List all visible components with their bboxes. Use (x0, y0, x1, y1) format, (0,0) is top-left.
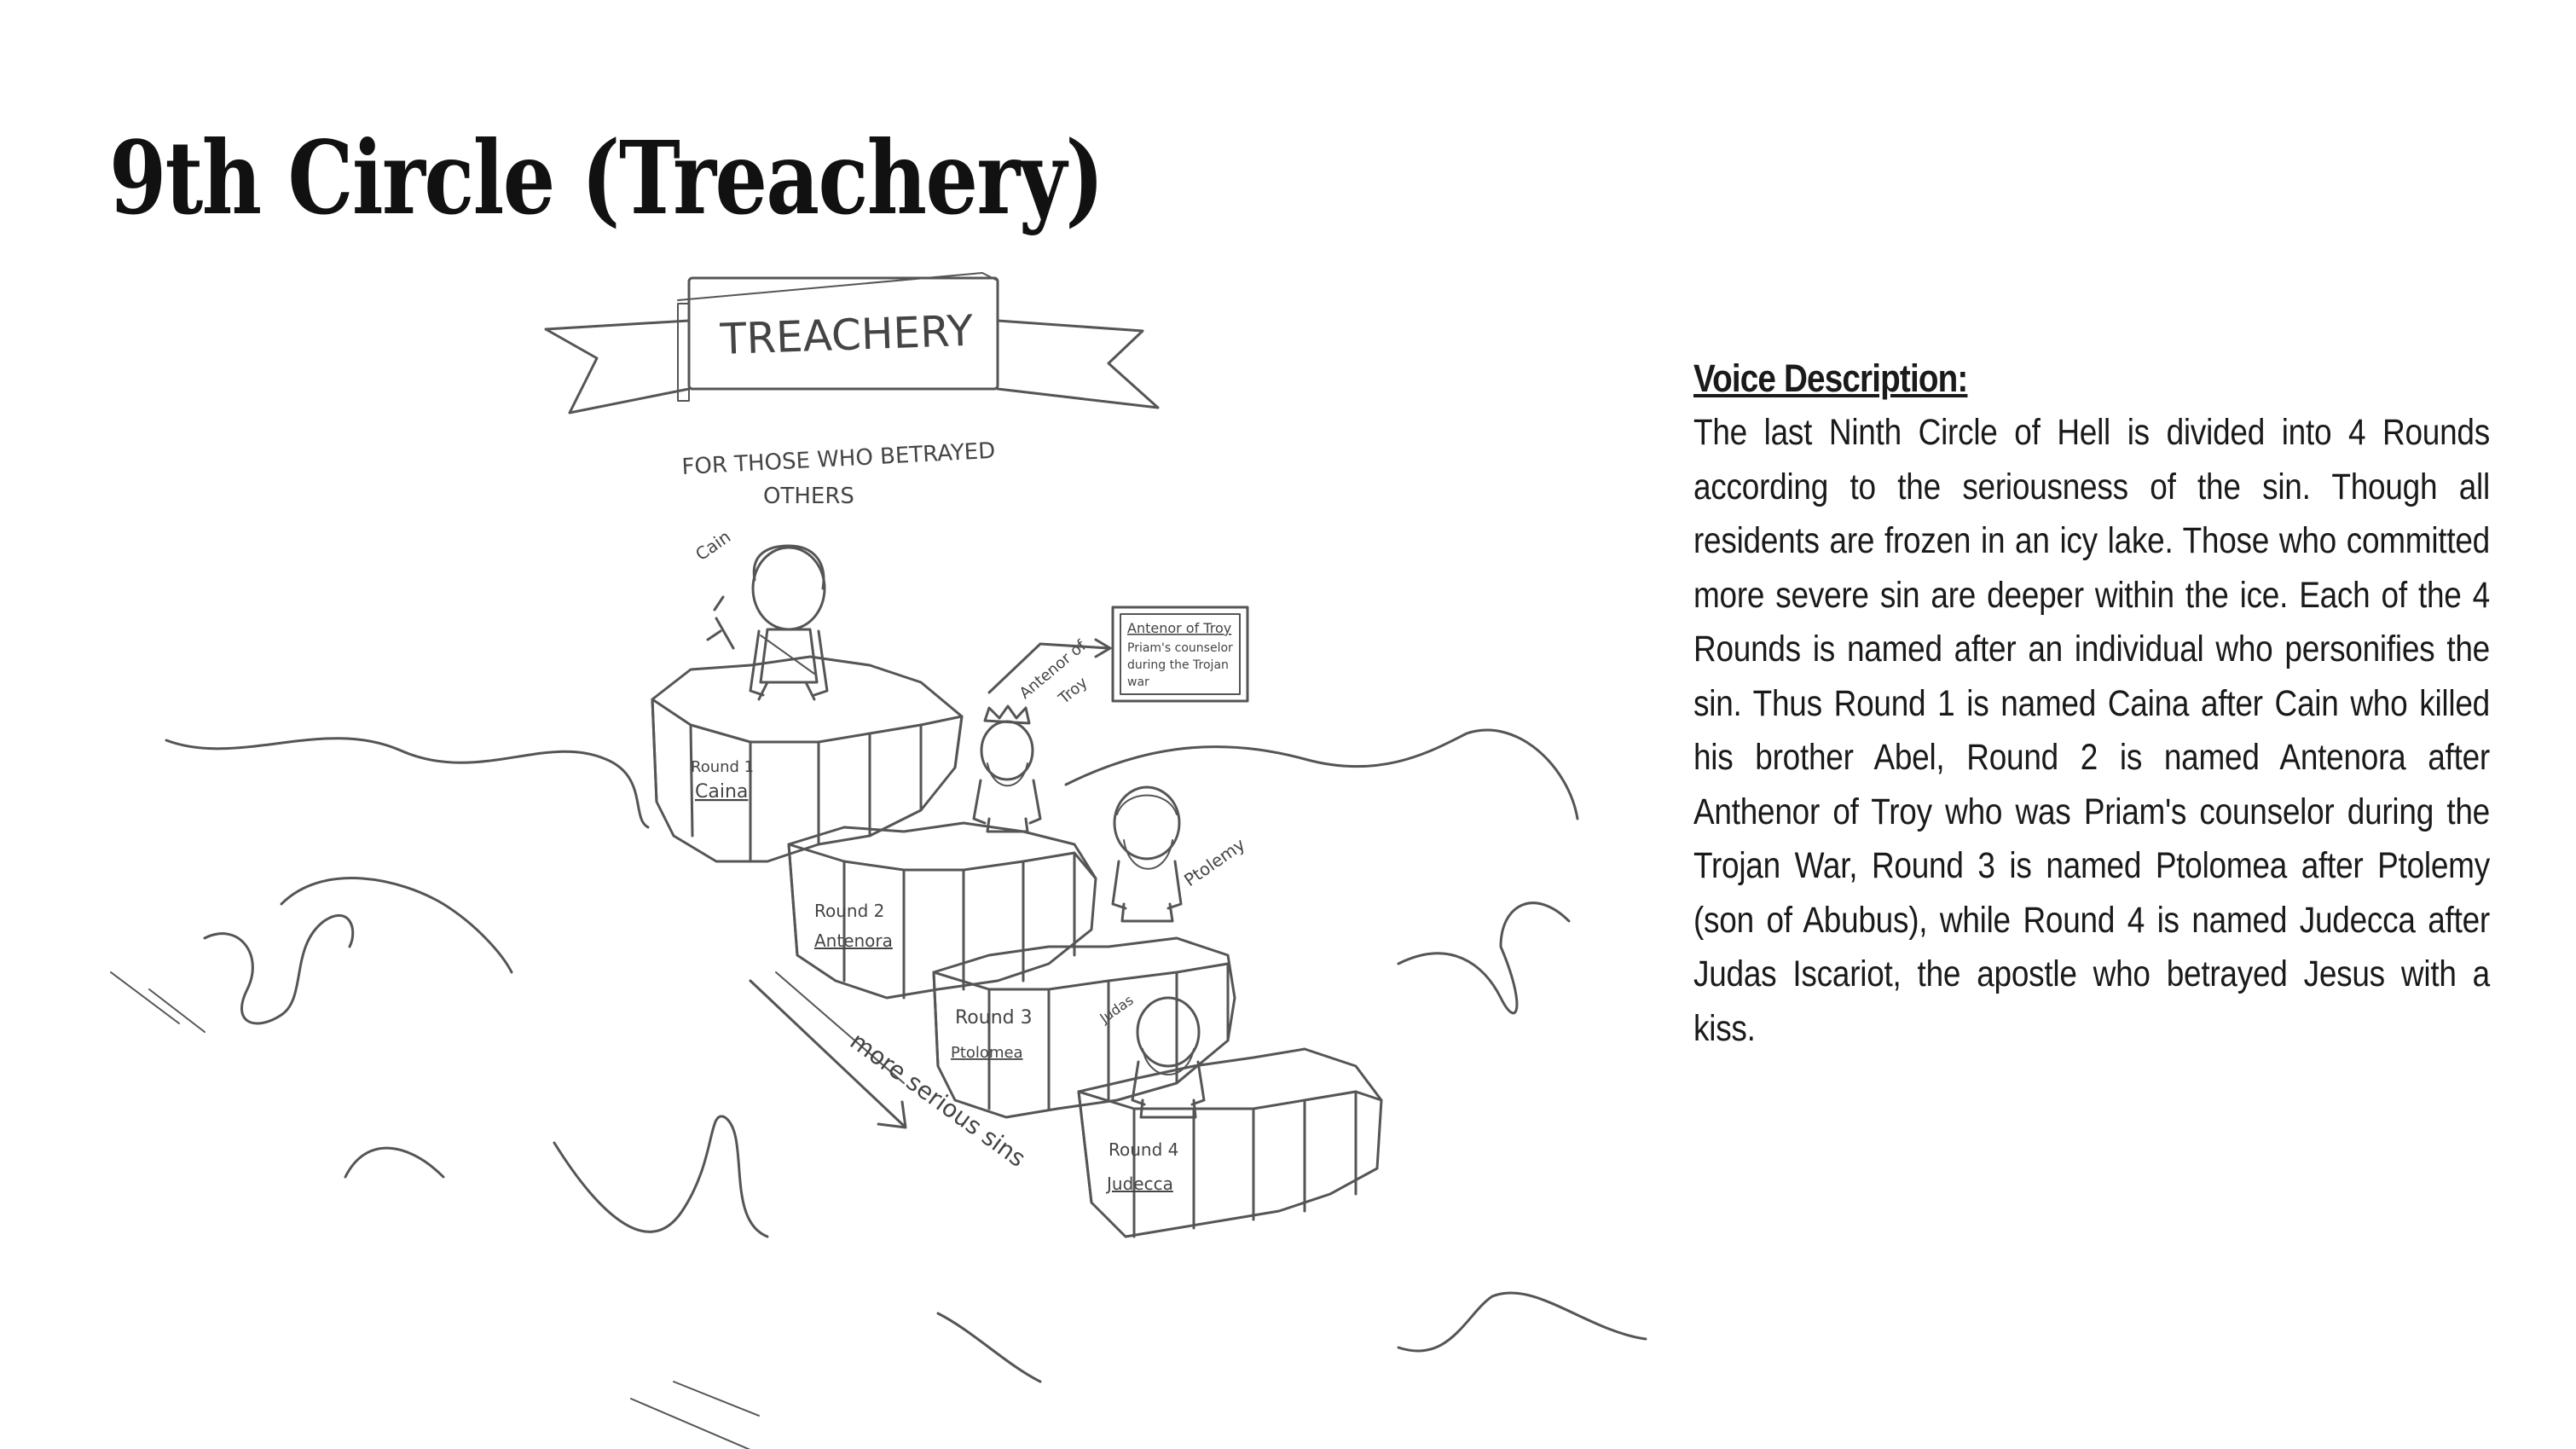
ice-lake-lines (110, 728, 1647, 1449)
voice-description-heading: Voice Description: (1693, 356, 1968, 400)
round2-platform: Round 2 Antenora (787, 821, 1097, 1000)
round3-label: Round 3 (955, 1007, 1033, 1029)
round3-platform: Round 3 Ptolomea (932, 936, 1236, 1119)
antenor-label-line2: Troy (1055, 674, 1091, 709)
round1-platform: Round 1 Caina (651, 655, 964, 863)
cain-figure: Cain (692, 526, 829, 701)
treachery-banner: TREACHERY (544, 272, 1160, 414)
cain-label: Cain (692, 526, 734, 565)
antenor-box-title: Antenor of Troy (1127, 620, 1231, 636)
antenor-info-box: Antenor of Troy Priam's counselor during… (1111, 606, 1249, 703)
antenor-box-line2: during the Trojan (1127, 658, 1229, 672)
round4-label: Round 4 (1109, 1139, 1178, 1160)
round2-label: Round 2 (814, 901, 884, 921)
round2-name: Antenora (814, 930, 893, 951)
judas-label: Judas (1097, 992, 1137, 1027)
judas-figure: Judas (1097, 992, 1206, 1119)
ptolemy-label: Ptolemy (1180, 834, 1249, 890)
antenor-box-line3: war (1127, 675, 1149, 689)
round1-name: Caina (695, 781, 748, 803)
banner-subtitle-line2: OTHERS (763, 484, 854, 509)
banner-text: TREACHERY (719, 306, 975, 364)
round4-platform: Round 4 Judecca (1077, 1047, 1383, 1238)
antenor-box-line1: Priam's counselor (1127, 641, 1233, 655)
ptolemy-figure: Ptolemy (1111, 785, 1249, 923)
voice-description-body: The last Ninth Circle of Hell is divided… (1693, 412, 2490, 1049)
slide-title: 9th Circle (Treachery) (109, 119, 1104, 237)
round3-name: Ptolomea (951, 1044, 1023, 1062)
round4-name: Judecca (1105, 1174, 1173, 1194)
voice-description-panel: Voice Description: The last Ninth Circle… (1693, 356, 2490, 1056)
banner-subtitle-line1: FOR THOSE WHO BETRAYED (681, 438, 996, 480)
round1-label: Round 1 (691, 758, 754, 776)
antenor-figure: Antenor of Troy (972, 636, 1112, 833)
